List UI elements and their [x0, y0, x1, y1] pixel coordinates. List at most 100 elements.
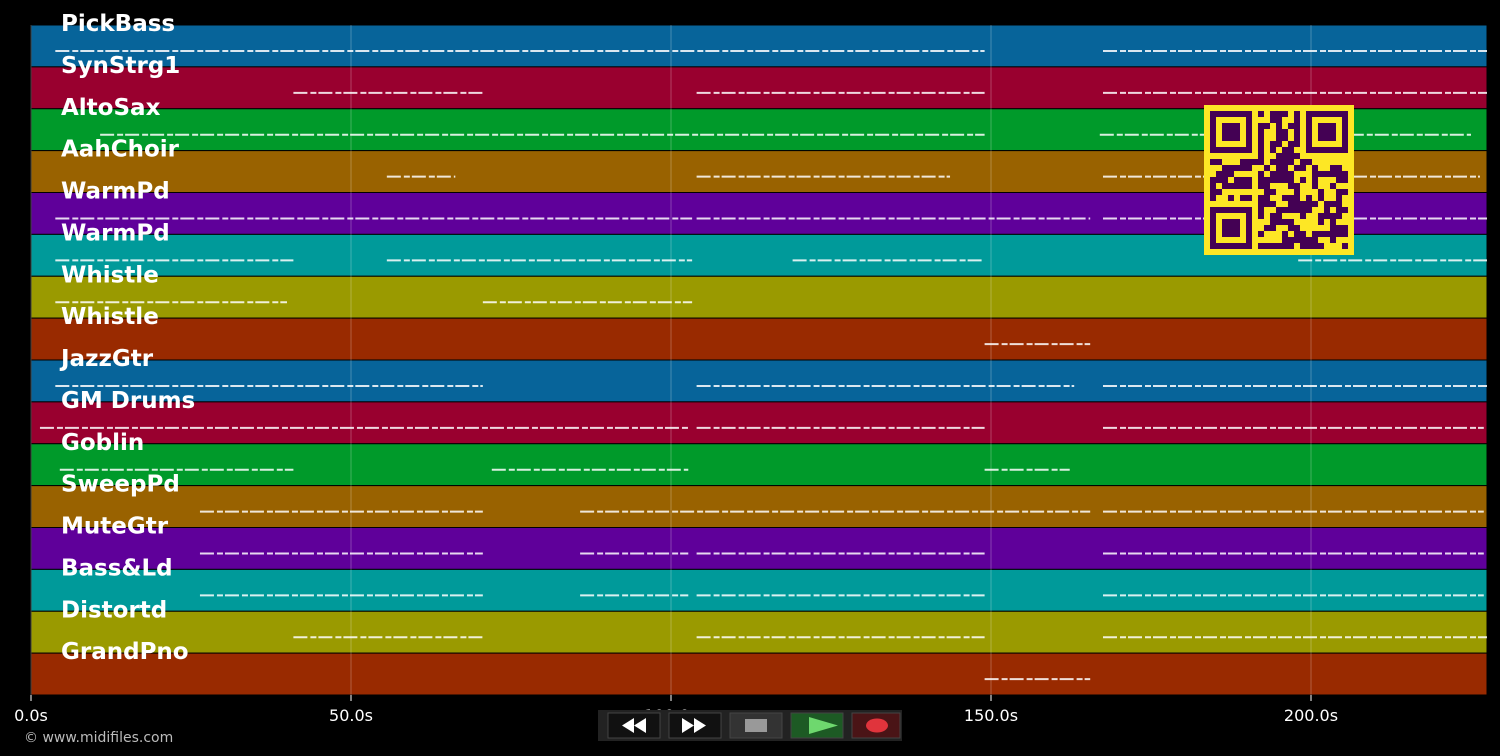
qr-module — [1336, 201, 1342, 207]
track-label: Bass&Ld — [61, 555, 173, 581]
qr-module — [1270, 141, 1276, 147]
track-labels: PickBass SynStrg1 AltoSax AahChoir WarmPd War… — [59, 11, 195, 665]
qr-module — [1300, 201, 1306, 207]
qr-module — [1270, 219, 1276, 225]
qr-module — [1342, 177, 1348, 183]
qr-module — [1312, 165, 1318, 171]
qr-module — [1264, 195, 1270, 201]
qr-module — [1258, 159, 1264, 165]
qr-module — [1288, 171, 1294, 177]
qr-module — [1318, 219, 1324, 225]
qr-module — [1300, 165, 1306, 171]
qr-module — [1264, 201, 1270, 207]
play-button[interactable] — [790, 712, 844, 739]
qr-module — [1330, 237, 1336, 243]
qr-module — [1294, 231, 1300, 237]
qr-module — [1294, 201, 1300, 207]
qr-module — [1210, 177, 1216, 183]
qr-module — [1282, 159, 1288, 165]
track-lane — [30, 485, 1488, 528]
qr-module — [1216, 177, 1222, 183]
qr-module — [1270, 177, 1276, 183]
qr-module — [1330, 231, 1336, 237]
track-label: Distortd — [61, 597, 167, 623]
qr-module — [1276, 153, 1282, 159]
qr-module — [1306, 195, 1312, 201]
qr-module — [1324, 207, 1330, 213]
track-label: AltoSax — [61, 95, 161, 121]
qr-module — [1270, 117, 1276, 123]
qr-module — [1240, 195, 1246, 201]
qr-module — [1276, 129, 1282, 135]
qr-module — [1258, 153, 1264, 159]
qr-module — [1312, 243, 1318, 249]
qr-module — [1318, 189, 1324, 195]
qr-module — [1216, 171, 1222, 177]
qr-module — [1312, 201, 1318, 207]
qr-module — [1258, 195, 1264, 201]
qr-module — [1282, 243, 1288, 249]
qr-module — [1342, 207, 1348, 213]
track-label: PickBass — [61, 11, 175, 37]
track-label: GM Drums — [61, 388, 195, 414]
qr-module — [1228, 171, 1234, 177]
qr-module — [1246, 159, 1252, 165]
qr-module — [1270, 213, 1276, 219]
stop-button[interactable] — [729, 712, 783, 739]
qr-module — [1294, 183, 1300, 189]
track-lane — [30, 24, 1488, 68]
qr-module — [1276, 159, 1282, 165]
qr-module — [1336, 213, 1342, 219]
qr-module — [1288, 219, 1294, 225]
qr-module — [1258, 231, 1264, 237]
qr-module — [1294, 123, 1300, 129]
qr-module — [1294, 237, 1300, 243]
qr-module — [1264, 243, 1270, 249]
qr-module — [1288, 177, 1294, 183]
qr-module — [1258, 183, 1264, 189]
qr-module — [1312, 177, 1318, 183]
qr-module — [1234, 177, 1240, 183]
qr-module — [1312, 237, 1318, 243]
qr-module — [1246, 195, 1252, 201]
qr-module — [1324, 171, 1330, 177]
record-button[interactable] — [851, 712, 901, 739]
qr-module — [1312, 183, 1318, 189]
qr-module — [1270, 201, 1276, 207]
qr-module — [1210, 159, 1216, 165]
qr-module — [1222, 165, 1228, 171]
qr-module — [1258, 177, 1264, 183]
forward-button[interactable] — [668, 712, 722, 739]
qr-module — [1312, 171, 1318, 177]
qr-module — [1330, 213, 1336, 219]
track-lane — [30, 401, 1488, 445]
qr-module — [1330, 201, 1336, 207]
track-lane — [30, 275, 1488, 319]
qr-module — [1216, 189, 1222, 195]
track-label: Whistle — [61, 304, 159, 330]
qr-module — [1282, 171, 1288, 177]
qr-finder — [1222, 219, 1240, 237]
copyright: © www.midifiles.com — [24, 730, 173, 746]
track-label: Whistle — [61, 262, 159, 288]
rewind-button[interactable] — [607, 712, 661, 739]
qr-module — [1294, 153, 1300, 159]
qr-module — [1288, 141, 1294, 147]
qr-module — [1318, 243, 1324, 249]
track-label: SweepPd — [61, 472, 180, 498]
track-label: AahChoir — [61, 137, 180, 163]
qr-module — [1294, 141, 1300, 147]
qr-module — [1288, 207, 1294, 213]
track-label: MuteGtr — [61, 514, 169, 540]
qr-module — [1252, 159, 1258, 165]
qr-module — [1258, 171, 1264, 177]
qr-module — [1276, 243, 1282, 249]
tick-label: 200.0s — [1284, 706, 1338, 725]
qr-module — [1288, 183, 1294, 189]
qr-module — [1222, 177, 1228, 183]
tick-label: 0.0s — [14, 706, 48, 725]
qr-module — [1330, 225, 1336, 231]
qr-module — [1276, 171, 1282, 177]
qr-module — [1330, 219, 1336, 225]
